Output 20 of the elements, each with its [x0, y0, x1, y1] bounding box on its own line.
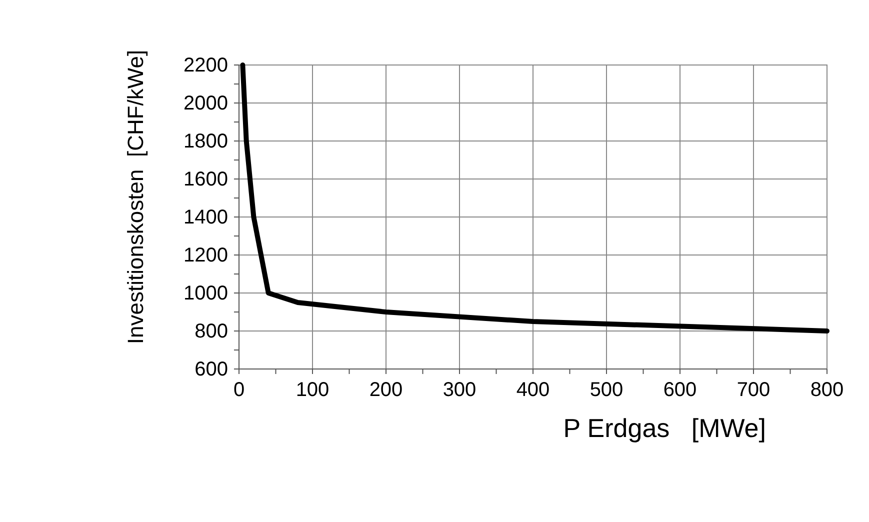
- y-tick-label: 1000: [184, 282, 228, 304]
- y-tick-label: 1400: [184, 206, 228, 228]
- y-tick-label: 1800: [184, 130, 228, 152]
- x-tick-label: 800: [810, 379, 844, 402]
- y-tick-label: 1600: [184, 168, 228, 190]
- x-tick-label: 200: [369, 379, 403, 402]
- x-axis-title: P Erdgas [MWe]: [563, 413, 766, 443]
- y-axis-title: Investitionskosten [CHF/kWe]: [123, 50, 148, 344]
- x-tick-label: 500: [590, 379, 624, 402]
- x-tick-label: 100: [296, 379, 330, 402]
- x-tick-label: 700: [736, 379, 770, 402]
- y-tick-label: 2200: [184, 54, 228, 76]
- y-tick-label: 800: [194, 320, 228, 342]
- y-tick-label: 1200: [184, 244, 228, 266]
- x-tick-label: 0: [233, 379, 245, 402]
- x-tick-label: 600: [663, 379, 697, 402]
- x-tick-label: 300: [442, 379, 476, 402]
- y-tick-label: 2000: [184, 92, 228, 114]
- x-tick-label: 400: [516, 379, 550, 402]
- y-tick-label: 600: [194, 358, 228, 380]
